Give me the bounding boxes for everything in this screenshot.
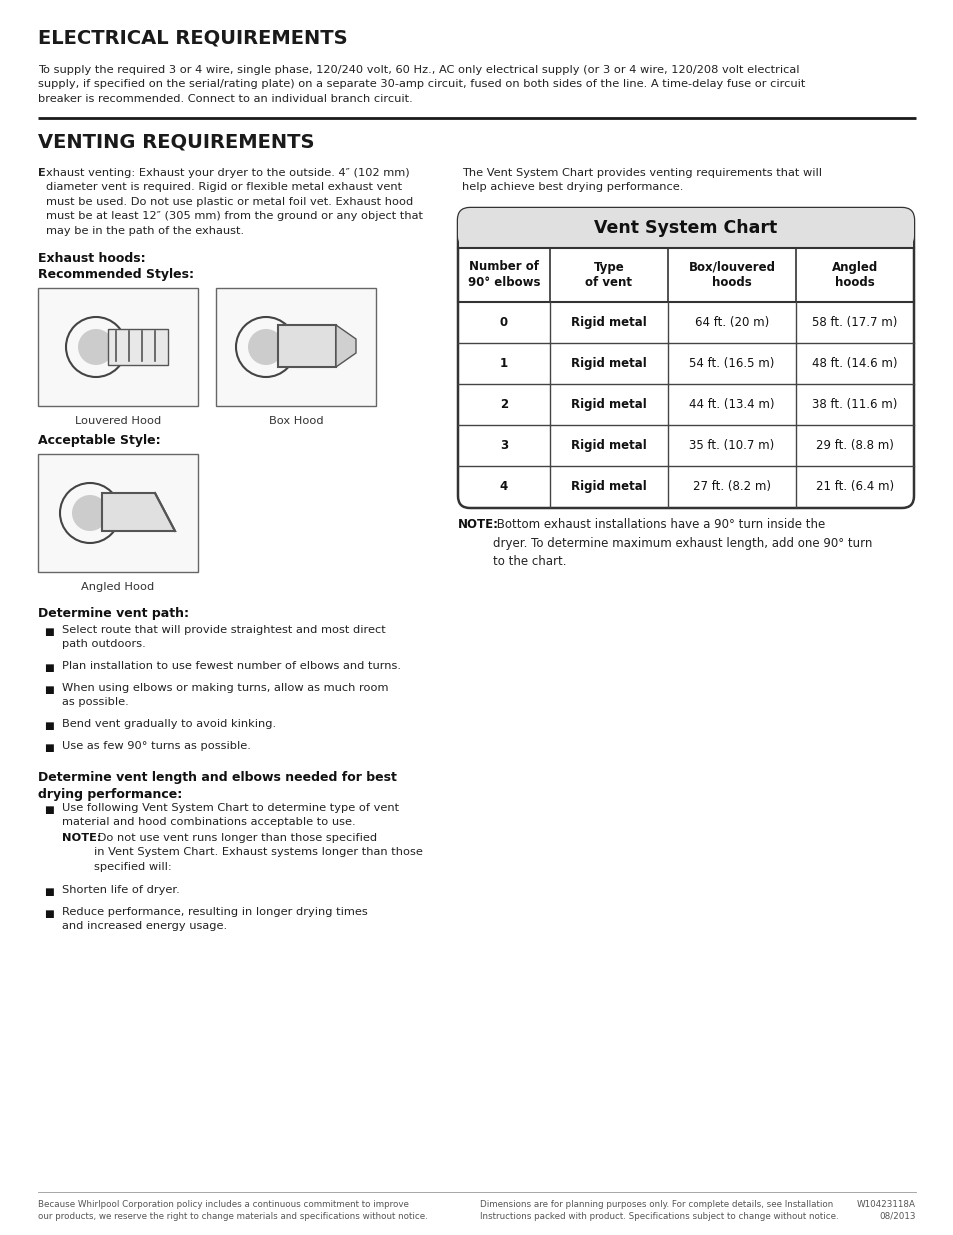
Text: ■: ■ (44, 743, 53, 753)
Bar (108, 329, 168, 366)
Text: W10423118A
08/2013: W10423118A 08/2013 (856, 1200, 915, 1221)
Text: ■: ■ (44, 663, 53, 673)
Text: E: E (38, 168, 46, 178)
Polygon shape (102, 493, 174, 531)
Text: xhaust venting: Exhaust your dryer to the outside. 4″ (102 mm)
diameter vent is : xhaust venting: Exhaust your dryer to th… (46, 168, 422, 236)
Text: Box Hood: Box Hood (269, 416, 323, 426)
Text: Determine vent path:: Determine vent path: (38, 606, 189, 620)
Text: Do not use vent runs longer than those specified
in Vent System Chart. Exhaust s: Do not use vent runs longer than those s… (94, 832, 422, 872)
Text: Rigid metal: Rigid metal (571, 438, 646, 452)
Text: ELECTRICAL REQUIREMENTS: ELECTRICAL REQUIREMENTS (38, 28, 347, 47)
Text: Acceptable Style:: Acceptable Style: (38, 433, 160, 447)
Text: 58 ft. (17.7 m): 58 ft. (17.7 m) (811, 316, 897, 329)
Text: Angled
hoods: Angled hoods (831, 261, 877, 289)
Text: NOTE:: NOTE: (457, 517, 498, 531)
Text: ■: ■ (44, 721, 53, 731)
Text: ■: ■ (44, 805, 53, 815)
Bar (277, 325, 335, 367)
Text: Angled Hood: Angled Hood (81, 582, 154, 592)
Text: 3: 3 (499, 438, 508, 452)
Circle shape (248, 329, 284, 366)
Text: 64 ft. (20 m): 64 ft. (20 m) (694, 316, 768, 329)
Text: ■: ■ (44, 685, 53, 695)
Text: Dimensions are for planning purposes only. For complete details, see Installatio: Dimensions are for planning purposes onl… (479, 1200, 838, 1221)
Text: 21 ft. (6.4 m): 21 ft. (6.4 m) (815, 480, 893, 493)
Text: Rigid metal: Rigid metal (571, 480, 646, 493)
Text: Rigid metal: Rigid metal (571, 398, 646, 411)
Bar (458, 238, 912, 248)
Text: Reduce performance, resulting in longer drying times
and increased energy usage.: Reduce performance, resulting in longer … (62, 906, 367, 931)
Text: Plan installation to use fewest number of elbows and turns.: Plan installation to use fewest number o… (62, 661, 400, 671)
Bar (215, 288, 375, 406)
Bar (38, 288, 198, 406)
Text: When using elbows or making turns, allow as much room
as possible.: When using elbows or making turns, allow… (62, 683, 388, 708)
Text: 27 ft. (8.2 m): 27 ft. (8.2 m) (692, 480, 770, 493)
Polygon shape (335, 325, 355, 367)
Text: 35 ft. (10.7 m): 35 ft. (10.7 m) (689, 438, 774, 452)
Text: Number of
90° elbows: Number of 90° elbows (467, 261, 539, 289)
Text: NOTE:: NOTE: (62, 832, 101, 844)
Bar (38, 454, 198, 572)
Text: 44 ft. (13.4 m): 44 ft. (13.4 m) (688, 398, 774, 411)
Text: 1: 1 (499, 357, 508, 370)
Text: Rigid metal: Rigid metal (571, 357, 646, 370)
Circle shape (78, 329, 113, 366)
Text: 4: 4 (499, 480, 508, 493)
Text: Type
of vent: Type of vent (585, 261, 632, 289)
Text: Exhaust hoods:: Exhaust hoods: (38, 252, 146, 266)
Text: Louvered Hood: Louvered Hood (74, 416, 161, 426)
Text: Use as few 90° turns as possible.: Use as few 90° turns as possible. (62, 741, 251, 751)
Text: Vent System Chart: Vent System Chart (594, 219, 777, 237)
Text: ■: ■ (44, 909, 53, 919)
Text: Shorten life of dryer.: Shorten life of dryer. (62, 885, 179, 895)
Text: ■: ■ (44, 627, 53, 637)
Text: To supply the required 3 or 4 wire, single phase, 120/240 volt, 60 Hz., AC only : To supply the required 3 or 4 wire, sing… (38, 65, 804, 104)
Circle shape (71, 495, 108, 531)
Text: Box/louvered
hoods: Box/louvered hoods (688, 261, 775, 289)
Text: Bend vent gradually to avoid kinking.: Bend vent gradually to avoid kinking. (62, 719, 275, 729)
Text: Because Whirlpool Corporation policy includes a continuous commitment to improve: Because Whirlpool Corporation policy inc… (38, 1200, 427, 1221)
Text: 2: 2 (499, 398, 508, 411)
Text: 0: 0 (499, 316, 508, 329)
Text: Use following Vent System Chart to determine type of vent
material and hood comb: Use following Vent System Chart to deter… (62, 803, 398, 827)
Text: ■: ■ (44, 887, 53, 897)
Text: 29 ft. (8.8 m): 29 ft. (8.8 m) (815, 438, 893, 452)
Text: 54 ft. (16.5 m): 54 ft. (16.5 m) (689, 357, 774, 370)
Text: The Vent System Chart provides venting requirements that will
help achieve best : The Vent System Chart provides venting r… (461, 168, 821, 193)
FancyBboxPatch shape (457, 207, 913, 248)
FancyBboxPatch shape (457, 207, 913, 508)
Text: 48 ft. (14.6 m): 48 ft. (14.6 m) (811, 357, 897, 370)
Text: Rigid metal: Rigid metal (571, 316, 646, 329)
Text: Determine vent length and elbows needed for best
drying performance:: Determine vent length and elbows needed … (38, 771, 396, 802)
Text: Bottom exhaust installations have a 90° turn inside the
dryer. To determine maxi: Bottom exhaust installations have a 90° … (493, 517, 871, 568)
Text: Select route that will provide straightest and most direct
path outdoors.: Select route that will provide straighte… (62, 625, 385, 650)
Text: VENTING REQUIREMENTS: VENTING REQUIREMENTS (38, 132, 314, 151)
Text: 38 ft. (11.6 m): 38 ft. (11.6 m) (811, 398, 897, 411)
Text: Recommended Styles:: Recommended Styles: (38, 268, 193, 282)
